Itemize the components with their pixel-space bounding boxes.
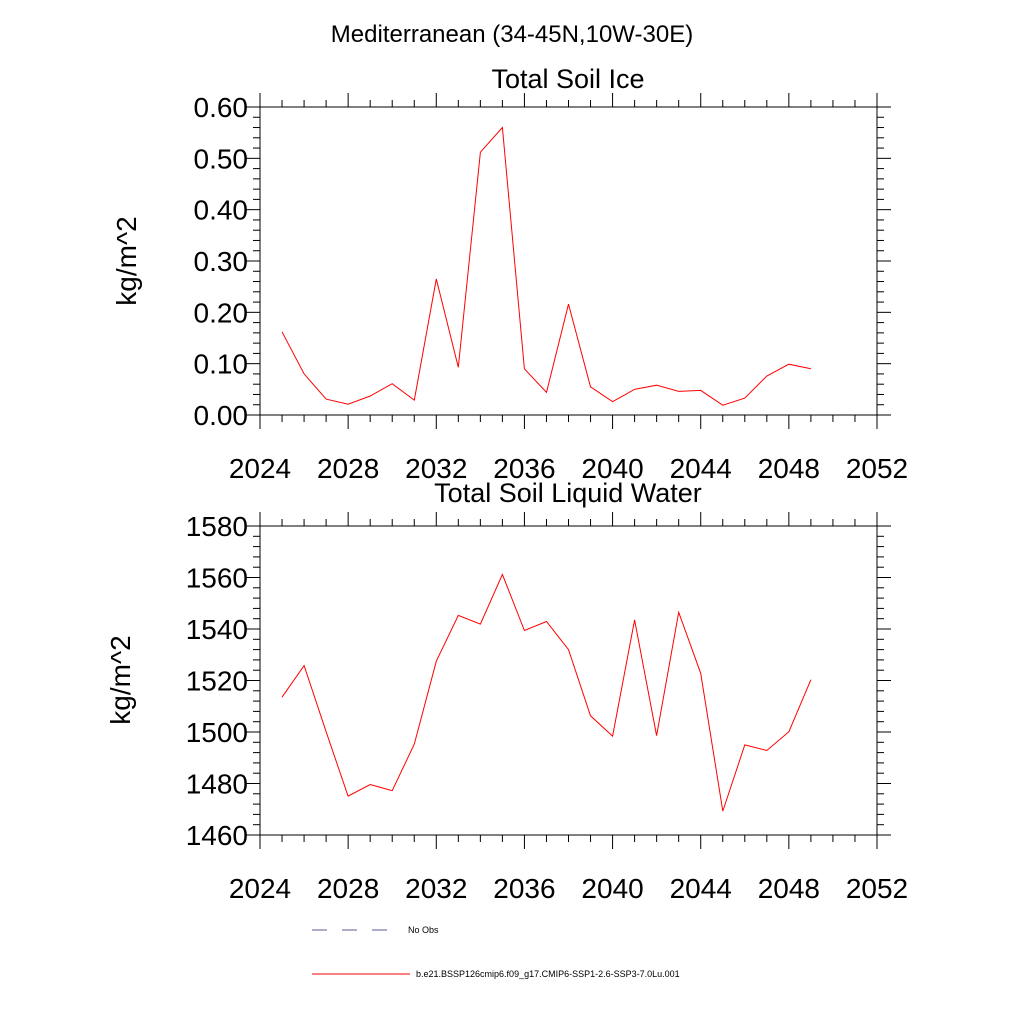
x-tick-label: 2044 [670, 453, 732, 484]
panel-title: Total Soil Ice [491, 64, 644, 94]
series-line [281, 573, 812, 812]
legend-label-model: b.e21.BSSP126cmip6.f09_g17.CMIP6-SSP1-2.… [416, 969, 680, 979]
y-tick-label: 0.00 [194, 400, 249, 431]
plot-frame [259, 106, 878, 416]
y-tick-label: 0.20 [194, 297, 249, 328]
y-tick-label: 1480 [186, 769, 248, 800]
x-tick-label: 2024 [229, 873, 291, 904]
y-tick-label: 1580 [186, 511, 248, 542]
y-tick-label: 0.40 [194, 195, 249, 226]
y-axis-label: kg/m^2 [111, 216, 142, 305]
y-tick-label: 0.30 [194, 246, 249, 277]
panel-total-soil-ice: Total Soil Ice kg/m^2 2024 2028 2032 2036 20… [111, 64, 908, 484]
x-tick-label: 2036 [493, 453, 555, 484]
x-tick-label: 2052 [846, 873, 908, 904]
y-tick-label: 1520 [186, 666, 248, 697]
x-tick-label: 2040 [581, 873, 643, 904]
x-tick-label: 2040 [581, 453, 643, 484]
x-tick-label: 2044 [670, 873, 732, 904]
y-tick-label: 0.60 [194, 92, 249, 123]
plot-frame [259, 525, 878, 836]
legend: No Obs b.e21.BSSP126cmip6.f09_g17.CMIP6-… [312, 925, 680, 979]
y-axis-label: kg/m^2 [105, 635, 136, 724]
y-tick-label: 1540 [186, 614, 248, 645]
x-tick-label: 2028 [317, 453, 379, 484]
y-tick-label: 0.50 [194, 143, 249, 174]
x-tick-label: 2028 [317, 873, 379, 904]
panel-title: Total Soil Liquid Water [434, 478, 702, 508]
x-tick-label: 2032 [405, 453, 467, 484]
x-tick-label: 2052 [846, 453, 908, 484]
y-tick-label: 1460 [186, 820, 248, 851]
x-tick-label: 2036 [493, 873, 555, 904]
main-title: Mediterranean (34-45N,10W-30E) [331, 21, 693, 48]
panel-total-soil-liquid-water: Total Soil Liquid Water kg/m^2 2024 2028 2… [105, 478, 908, 904]
series-line [281, 126, 812, 406]
x-tick-label: 2048 [758, 453, 820, 484]
x-tick-label: 2032 [405, 873, 467, 904]
x-tick-label: 2024 [229, 453, 291, 484]
y-tick-label: 1560 [186, 563, 248, 594]
x-tick-label: 2048 [758, 873, 820, 904]
y-tick-label: 1500 [186, 717, 248, 748]
legend-label-no-obs: No Obs [408, 925, 439, 935]
y-tick-label: 0.10 [194, 349, 249, 380]
